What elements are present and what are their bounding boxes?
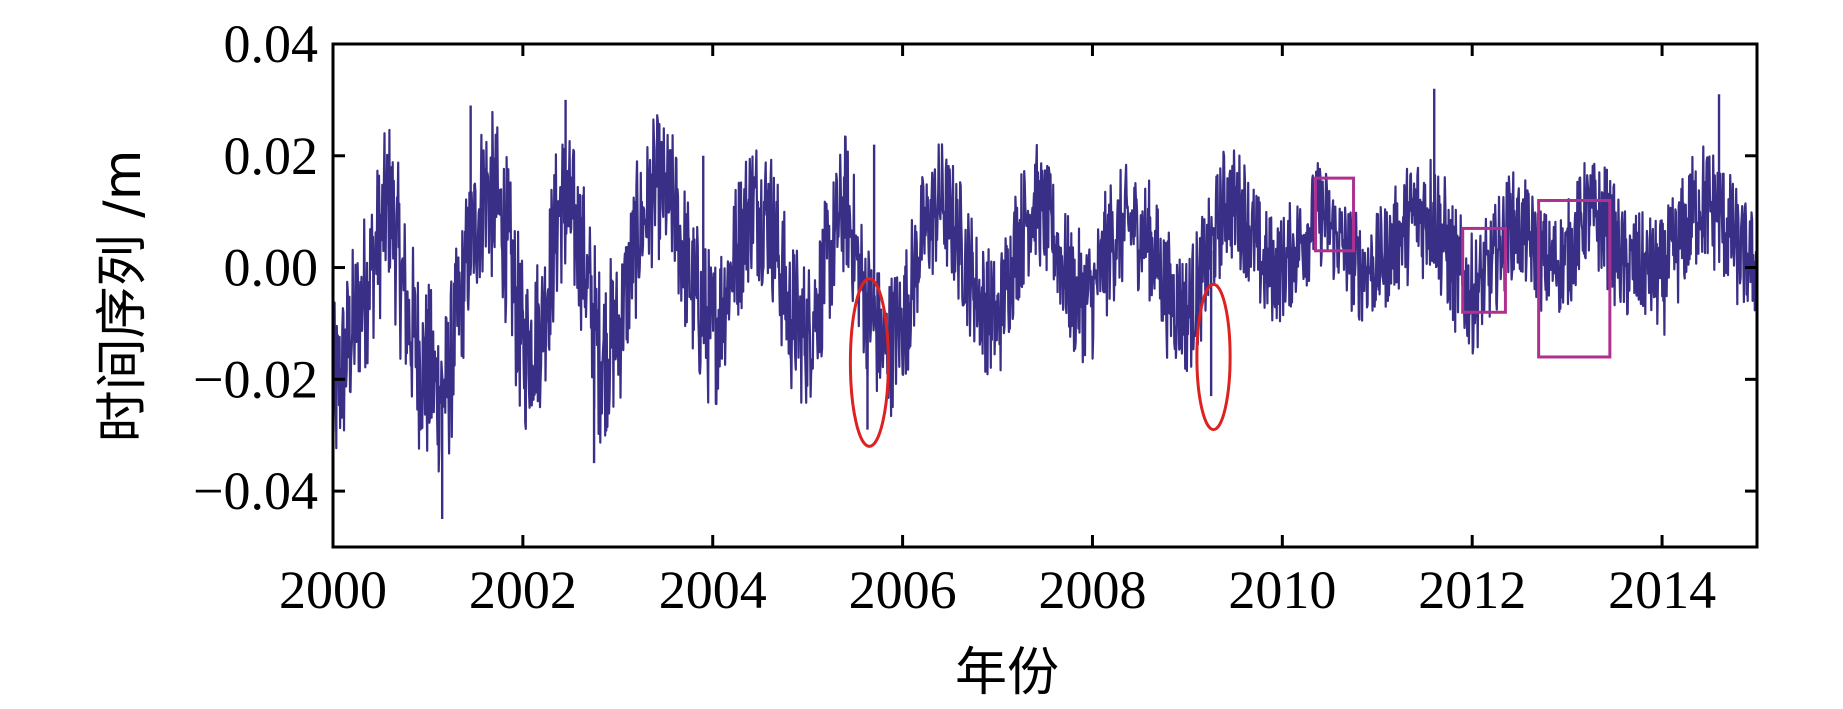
plot-frame — [331, 42, 1759, 549]
x-tick-label: 2002 — [469, 560, 577, 620]
y-tick-label: 0.00 — [224, 238, 319, 298]
x-tick-label: 2014 — [1608, 560, 1716, 620]
y-axis: 0.04 0.02 0.00 −0.02 −0.04 — [193, 14, 1757, 521]
annotation-rect — [1314, 176, 1356, 253]
y-tick-label: −0.02 — [193, 349, 318, 409]
y-tick-label: −0.04 — [193, 461, 318, 521]
annotation-layer — [848, 176, 1612, 448]
x-axis-title: 年份 — [955, 643, 1059, 703]
annotation-rect — [1461, 226, 1507, 314]
series-line — [333, 110, 1757, 473]
annotation-ellipse — [1195, 282, 1232, 432]
y-tick-label: 0.02 — [224, 126, 319, 186]
x-tick-label: 2008 — [1038, 560, 1146, 620]
y-axis-title: 时间序列 /m — [93, 150, 153, 443]
series-layer — [333, 88, 1757, 520]
plot-area — [333, 88, 1757, 520]
x-tick-label: 2010 — [1228, 560, 1336, 620]
x-tick-label: 2004 — [659, 560, 767, 620]
y-tick-label: 0.04 — [224, 14, 319, 74]
x-axis: 2000 2002 2004 2006 2008 2010 2012 2014 — [279, 44, 1716, 620]
x-tick-label: 2006 — [849, 560, 957, 620]
annotation-rect — [1537, 198, 1612, 359]
x-tick-label: 2012 — [1418, 560, 1526, 620]
annotation-ellipse — [848, 277, 890, 448]
x-tick-label: 2000 — [279, 560, 387, 620]
